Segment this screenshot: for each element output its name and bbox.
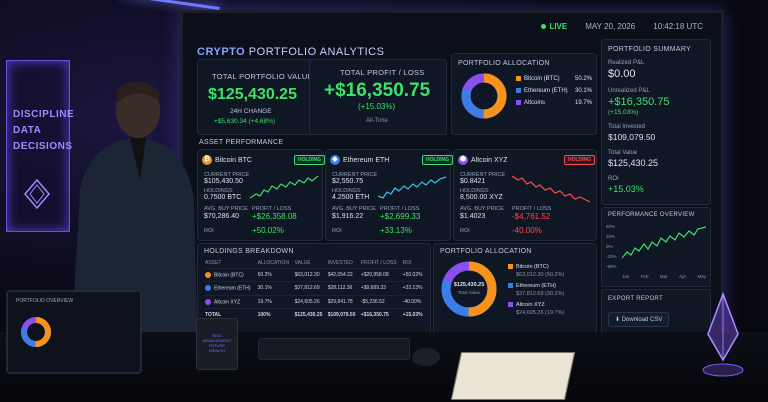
time-display: 10:42:18 UTC [653, 21, 703, 31]
legend-btc: Bitcoin (BTC) [508, 264, 564, 272]
performance-line-chart [622, 226, 706, 259]
page-title: CRYPTO PORTFOLIO ANALYTICS [197, 46, 385, 58]
allocation-donut-bottom [441, 261, 497, 317]
table-row[interactable]: Ethereum (ETH) 30.1% $37,812.69 $28,112.36… [204, 281, 426, 296]
holdings-breakdown-card: HOLDINGS BREAKDOWN ASSET ALLOCATION VALUE I… [197, 243, 431, 341]
altcoin-icon [205, 298, 211, 305]
total-pl-value: +$16,350.75 [324, 80, 431, 101]
summary-total-value: $125,430.25 [608, 158, 659, 168]
holding-badge: HOLDING [564, 155, 596, 165]
allocation-donut-top [461, 73, 507, 119]
tablet: PORTFOLIO OVERVIEW [6, 290, 142, 374]
x-axis-ticks: Jan Feb Mar Apr May [622, 274, 706, 279]
legend-altcoins: Altcoins 19.7% [516, 100, 592, 106]
date-display: MAY 20, 2026 [585, 21, 636, 31]
realized-pl: $0.00 [608, 68, 636, 80]
tablet-donut [21, 317, 51, 347]
eth-sparkline [378, 176, 446, 199]
table-total-row: TOTAL 100% $125,430.25 $109,079.50 +$16,350… [204, 308, 426, 321]
allocation-card-top: PORTFOLIO ALLOCATION Bitcoin (BTC) 50.2% … [451, 53, 597, 135]
download-icon: ⬇ [615, 317, 621, 323]
download-csv-button[interactable]: ⬇ Download CSV [608, 312, 670, 327]
bitcoin-icon [205, 272, 211, 278]
ethereum-crystal-icon [702, 291, 744, 377]
sign-line-2: DATA [13, 125, 42, 136]
asset-card-btc[interactable]: ₿ Bitcoin BTC HOLDING CURRENT PRICE $105,… [197, 149, 326, 241]
live-indicator: LIVE [541, 22, 567, 31]
asset-performance-label: ASSET PERFORMANCE [199, 139, 284, 146]
legend-btc: Bitcoin (BTC) 50.2% [516, 76, 592, 82]
coffee-mug: RISK MANAGEMENT FUTURE WEALTH [196, 318, 238, 370]
btc-sparkline [250, 175, 318, 199]
notebook [450, 352, 576, 400]
ethereum-logo-icon [24, 179, 50, 209]
holding-badge: HOLDING [422, 155, 454, 165]
total-invested: $109,079.50 [608, 132, 656, 142]
holding-badge: HOLDING [294, 155, 326, 165]
allocation-card-bottom: PORTFOLIO ALLOCATION $125,430.25 Total V… [433, 243, 597, 341]
total-value-card: TOTAL PORTFOLIO VALUE $125,430.25 24H CH… [197, 59, 315, 135]
total-value: $125,430.25 [208, 86, 297, 103]
total-pl-card: TOTAL PROFIT / LOSS +$16,350.75 (+15.03%… [309, 59, 447, 135]
donut-center-value: $125,430.25 [453, 282, 485, 288]
portfolio-summary-card: PORTFOLIO SUMMARY Realized P&L $0.00 Unr… [601, 39, 711, 205]
xyz-sparkline [512, 175, 590, 203]
legend-xyz: Altcoin XYZ [508, 302, 564, 310]
bitcoin-icon: ₿ [202, 155, 212, 165]
dashboard-monitor: LIVE MAY 20, 2026 10:42:18 UTC CRYPTO PO… [180, 10, 724, 346]
table-row[interactable]: Bitcoin (BTC) 50.2% $63,012.30 $42,054.22 … [204, 267, 426, 282]
sign-line-1: DISCIPLINE [13, 109, 75, 120]
altcoin-icon: ⬢ [458, 155, 468, 165]
holdings-table: ASSET ALLOCATION VALUE INVESTED PROFIT / LOS… [204, 258, 426, 321]
sign-line-3: DECISIONS [13, 141, 73, 152]
table-header-row: ASSET ALLOCATION VALUE INVESTED PROFIT / LOS… [205, 260, 412, 266]
ethereum-icon: ◆ [330, 155, 340, 165]
24h-change: +$5,630.34 (+4.68%) [214, 118, 276, 125]
table-row[interactable]: Altcoin XYZ 19.7% $24,605.26 $29,841.78 -$… [204, 294, 426, 309]
legend-eth: Ethereum (ETH) 30.1% [516, 88, 592, 94]
summary-roi: +15.03% [608, 184, 644, 194]
keyboard [258, 338, 410, 360]
wall-sign: DISCIPLINE DATA DECISIONS [6, 60, 74, 232]
asset-card-xyz[interactable]: ⬢ Altcoin XYZ HOLDING CURRENT PRICE $0.84… [453, 149, 597, 241]
ethereum-icon [205, 285, 211, 292]
asset-card-eth[interactable]: ◆ Ethereum ETH HOLDING CURRENT PRICE $2,5… [325, 149, 454, 241]
y-axis-ticks: 60% 20% 0% -20% -60% [606, 224, 617, 269]
status-bar: LIVE MAY 20, 2026 10:42:18 UTC [183, 13, 721, 39]
legend-eth: Ethereum (ETH) [508, 283, 564, 291]
mouse [412, 348, 440, 366]
performance-overview-card: PERFORMANCE OVERVIEW 60% 20% 0% -20% -60% Ja… [601, 207, 711, 287]
unrealized-pl: +$16,350.75 [608, 96, 670, 108]
